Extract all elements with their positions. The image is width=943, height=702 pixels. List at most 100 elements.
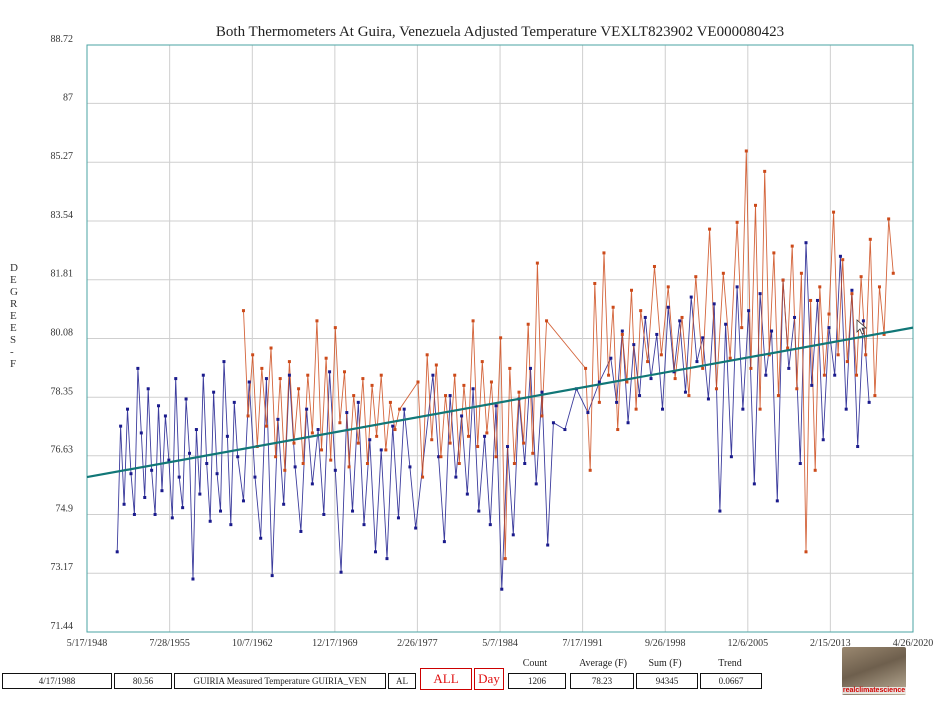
data-point-0 bbox=[643, 315, 647, 319]
data-point-1 bbox=[634, 407, 638, 411]
y-tick-label: 81.81 bbox=[51, 269, 74, 280]
data-point-1 bbox=[701, 366, 705, 370]
y-tick-label: 73.17 bbox=[51, 562, 74, 573]
data-point-1 bbox=[740, 326, 744, 330]
x-tick-label: 7/17/1991 bbox=[562, 638, 603, 649]
data-point-1 bbox=[430, 438, 434, 442]
data-point-1 bbox=[517, 390, 521, 394]
y-axis-label-letter: R bbox=[10, 298, 18, 310]
data-point-0 bbox=[488, 523, 492, 527]
data-point-0 bbox=[815, 298, 819, 302]
data-point-1 bbox=[646, 360, 650, 364]
data-point-0 bbox=[270, 574, 274, 578]
data-point-0 bbox=[534, 482, 538, 486]
data-point-0 bbox=[528, 366, 532, 370]
data-point-1 bbox=[855, 373, 859, 377]
x-tick-label: 2/26/1977 bbox=[397, 638, 438, 649]
x-tick-label: 7/28/1955 bbox=[149, 638, 190, 649]
x-tick-label: 12/6/2005 bbox=[728, 638, 769, 649]
realclimatescience-logo[interactable]: realclimatescience bbox=[842, 647, 906, 695]
station-field: GUIRIA Measured Temperature GUIRIA_VEN bbox=[174, 673, 386, 689]
data-point-0 bbox=[177, 475, 181, 479]
data-point-1 bbox=[822, 373, 826, 377]
data-point-0 bbox=[506, 445, 510, 449]
data-point-1 bbox=[333, 326, 337, 330]
data-point-1 bbox=[503, 557, 507, 561]
data-point-0 bbox=[856, 445, 860, 449]
data-point-1 bbox=[375, 434, 379, 438]
data-point-1 bbox=[864, 353, 868, 357]
data-point-0 bbox=[729, 455, 733, 459]
data-point-0 bbox=[850, 288, 854, 292]
data-point-0 bbox=[861, 319, 865, 323]
data-point-0 bbox=[198, 492, 202, 496]
data-point-0 bbox=[402, 407, 406, 411]
y-tick-label: 80.08 bbox=[51, 328, 74, 339]
data-point-1 bbox=[687, 394, 691, 398]
data-point-1 bbox=[776, 394, 780, 398]
data-point-0 bbox=[838, 254, 842, 258]
data-point-1 bbox=[278, 377, 282, 381]
data-point-1 bbox=[388, 400, 392, 404]
data-point-0 bbox=[299, 529, 303, 533]
data-point-1 bbox=[602, 251, 606, 255]
data-point-0 bbox=[282, 502, 286, 506]
data-point-1 bbox=[466, 434, 470, 438]
data-point-1 bbox=[448, 441, 452, 445]
data-point-1 bbox=[845, 360, 849, 364]
y-tick-label: 78.35 bbox=[51, 386, 74, 397]
trend-line bbox=[86, 326, 914, 479]
data-point-0 bbox=[181, 506, 185, 510]
data-point-1 bbox=[535, 261, 539, 265]
data-point-0 bbox=[712, 302, 716, 306]
all-button[interactable]: ALL bbox=[420, 668, 472, 690]
data-point-1 bbox=[398, 407, 402, 411]
data-point-0 bbox=[695, 360, 699, 364]
data-point-1 bbox=[891, 271, 895, 275]
data-point-1 bbox=[489, 380, 493, 384]
data-point-0 bbox=[551, 421, 555, 425]
series-line-1 bbox=[243, 150, 894, 559]
y-tick-label: 87 bbox=[63, 92, 73, 103]
data-point-1 bbox=[274, 455, 278, 459]
data-point-1 bbox=[264, 424, 268, 428]
data-point-1 bbox=[444, 394, 448, 398]
data-point-1 bbox=[714, 387, 718, 391]
data-point-0 bbox=[139, 431, 143, 435]
data-point-0 bbox=[597, 380, 601, 384]
data-point-0 bbox=[126, 407, 130, 411]
day-button[interactable]: Day bbox=[474, 668, 504, 690]
data-point-1 bbox=[356, 441, 360, 445]
data-point-1 bbox=[324, 356, 328, 360]
data-point-0 bbox=[494, 404, 498, 408]
data-point-1 bbox=[269, 346, 273, 350]
data-point-0 bbox=[706, 397, 710, 401]
data-point-1 bbox=[753, 203, 757, 207]
trend-line-group bbox=[86, 326, 914, 479]
data-point-0 bbox=[339, 570, 343, 574]
data-point-0 bbox=[793, 315, 797, 319]
y-axis-label-letter: G bbox=[10, 286, 18, 298]
data-point-1 bbox=[786, 346, 790, 350]
data-point-0 bbox=[798, 462, 802, 466]
data-point-1 bbox=[531, 451, 535, 455]
y-tick-label: 76.63 bbox=[51, 445, 74, 456]
data-point-1 bbox=[287, 360, 291, 364]
data-point-0 bbox=[523, 462, 527, 466]
data-point-1 bbox=[306, 373, 310, 377]
data-point-0 bbox=[119, 424, 123, 428]
data-point-0 bbox=[770, 329, 774, 333]
data-point-0 bbox=[115, 550, 119, 554]
data-point-1 bbox=[790, 244, 794, 248]
y-axis-label-letter: E bbox=[10, 322, 17, 334]
data-point-1 bbox=[301, 462, 305, 466]
y-axis-label-letter: D bbox=[10, 262, 18, 274]
data-point-1 bbox=[512, 462, 516, 466]
y-tick-label: 85.27 bbox=[51, 151, 74, 162]
data-point-1 bbox=[841, 258, 845, 262]
date-field: 4/17/1988 bbox=[2, 673, 112, 689]
x-tick-label: 12/17/1969 bbox=[312, 638, 358, 649]
data-point-1 bbox=[799, 271, 803, 275]
mouse-cursor-icon bbox=[856, 319, 868, 335]
